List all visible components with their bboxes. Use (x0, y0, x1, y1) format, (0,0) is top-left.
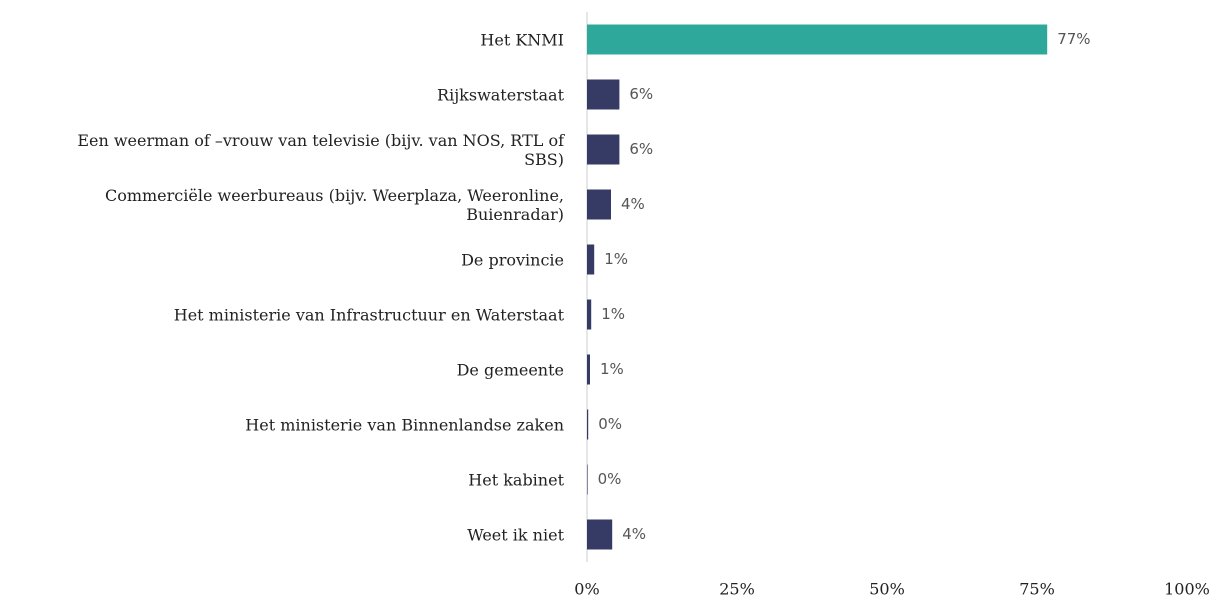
value-label: 0% (598, 470, 622, 488)
category-label: Een weerman of –vrouw van televisie (bij… (77, 130, 564, 169)
value-label: 1% (604, 250, 628, 268)
bar (587, 79, 620, 110)
category-label: Het ministerie van Infrastructuur en Wat… (173, 305, 564, 324)
value-label: 6% (629, 140, 653, 158)
value-label: 0% (598, 415, 622, 433)
value-label: 4% (622, 525, 646, 543)
value-label: 4% (621, 195, 645, 213)
bar (587, 24, 1048, 55)
category-label: De gemeente (456, 360, 564, 379)
category-label: Het kabinet (468, 470, 564, 489)
category-label: Het ministerie van Binnenlandse zaken (245, 415, 564, 434)
x-tick-label: 75% (1019, 580, 1055, 599)
bar (587, 189, 611, 220)
bar (587, 354, 590, 385)
value-label: 1% (600, 360, 624, 378)
bar (587, 519, 613, 550)
bar (587, 244, 595, 275)
x-tick-label: 25% (719, 580, 755, 599)
category-label: Het KNMI (480, 30, 564, 49)
value-label: 77% (1057, 30, 1090, 48)
bar (587, 409, 589, 440)
bar (587, 464, 588, 495)
value-label: 1% (601, 305, 625, 323)
value-label: 6% (629, 85, 653, 103)
x-tick-label: 50% (869, 580, 905, 599)
bar (587, 134, 620, 165)
x-tick-label: 0% (574, 580, 599, 599)
category-label: Rijkswaterstaat (437, 85, 564, 104)
category-label: Weet ik niet (467, 525, 564, 544)
category-label: Commerciële weerbureaus (bijv. Weerplaza… (104, 185, 564, 224)
bar (587, 299, 592, 330)
x-tick-label: 100% (1164, 580, 1210, 599)
category-label: De provincie (461, 250, 564, 269)
